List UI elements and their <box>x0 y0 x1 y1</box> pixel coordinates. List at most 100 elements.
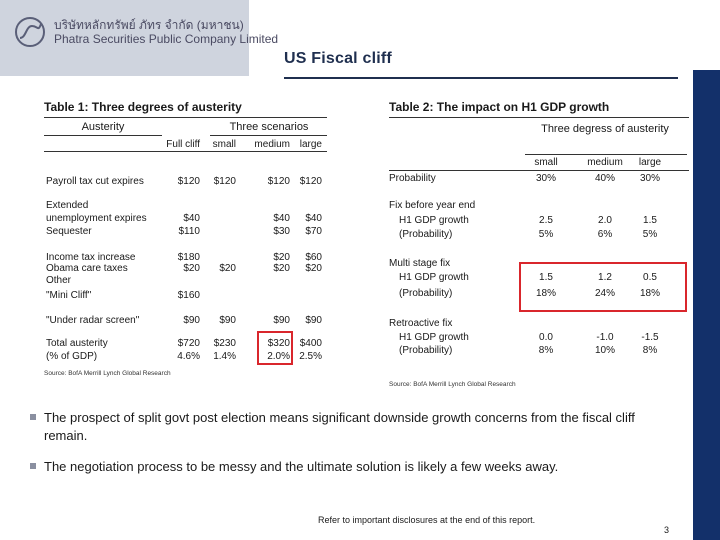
table2-group-rule <box>525 154 687 155</box>
table2-row-label: Fix before year end <box>389 200 476 211</box>
table2-column-header: small <box>534 157 558 168</box>
table1-cell: $20 <box>219 263 236 274</box>
table2-cell: 1.5 <box>643 215 657 226</box>
table1-row-label: Income tax increase <box>46 252 136 263</box>
table1-row-label: (% of GDP) <box>46 351 98 362</box>
medium-total-highlight-box <box>257 331 293 365</box>
table1-row-label: Total austerity <box>46 338 108 349</box>
table1-row-label: Sequester <box>46 226 92 237</box>
table1-group-rule-right <box>210 135 327 136</box>
table1-cell: $90 <box>219 315 236 326</box>
table1-row-label: Other <box>46 275 72 286</box>
table2-row-label: (Probability) <box>399 229 453 240</box>
table1-cell: $320 <box>267 338 290 349</box>
table1-cell: 2.0% <box>267 351 290 362</box>
company-logo-box: บริษัทหลักทรัพย์ ภัทร จำกัด (มหาชน) Phat… <box>0 0 278 76</box>
table1-cell: $20 <box>273 252 290 263</box>
table2-cell: 40% <box>594 173 615 184</box>
table2-cell: 2.0 <box>598 215 612 226</box>
table1-title: Table 1: Three degrees of austerity <box>44 100 242 114</box>
title-divider <box>284 77 678 79</box>
table1-column-header: medium <box>254 139 290 150</box>
table2-cell: -1.5 <box>641 332 659 343</box>
table1-group-rule-left <box>44 135 162 136</box>
table2-row-label: H1 GDP growth <box>399 215 469 226</box>
table1-column-header: small <box>212 139 236 150</box>
table2-row-label: Retroactive fix <box>389 318 453 329</box>
table1-cell: $180 <box>177 252 200 263</box>
table2-header-rule <box>389 170 689 171</box>
table1-cell: $120 <box>177 176 200 187</box>
table2-source: Source: BofA Merrill Lynch Global Resear… <box>389 381 516 388</box>
company-name-en: Phatra Securities Public Company Limited <box>54 32 279 46</box>
table1-group-austerity: Austerity <box>81 121 125 133</box>
table2-cell: 2.5 <box>539 215 553 226</box>
table2-cell: -1.0 <box>596 332 614 343</box>
table2-cell: 1.5 <box>539 272 553 283</box>
table2-cell: 18% <box>535 288 556 299</box>
table1-header-rule <box>44 151 327 152</box>
bullet-item: The prospect of split govt post election… <box>30 409 670 445</box>
table2-cell: 18% <box>639 288 660 299</box>
table1-row-label: Obama care taxes <box>46 263 128 274</box>
table1-cell: $60 <box>305 252 322 263</box>
decorative-side-bar <box>693 70 720 540</box>
table2-column-header: medium <box>587 157 623 168</box>
table2-cell: 30% <box>639 173 660 184</box>
table1-cell: $720 <box>177 338 200 349</box>
table2-cell: 24% <box>594 288 615 299</box>
table2-cell: 0.5 <box>643 272 657 283</box>
table1-cell: $40 <box>273 213 290 224</box>
table1-cell: $110 <box>178 226 200 237</box>
table1-cell: $40 <box>183 213 200 224</box>
table2-row-label: H1 GDP growth <box>399 332 469 343</box>
table2-cell: 8% <box>538 345 554 356</box>
table2-cell: 1.2 <box>598 272 612 283</box>
table1-row-label: "Under radar screen" <box>46 315 140 326</box>
table2-title: Table 2: The impact on H1 GDP growth <box>389 100 610 114</box>
table1-cell: $160 <box>177 290 200 301</box>
table1-cell: $70 <box>305 226 322 237</box>
table1-cell: $90 <box>305 315 322 326</box>
table2-row-label: (Probability) <box>399 345 453 356</box>
table2-row-label: Multi stage fix <box>389 258 451 269</box>
bullet-item: The negotiation process to be messy and … <box>30 458 670 476</box>
table2-top-rule <box>389 117 689 118</box>
table1-cell: $90 <box>273 315 290 326</box>
table2-cell: 0.0 <box>539 332 553 343</box>
page-number: 3 <box>664 525 670 535</box>
multi-stage-fix-highlight-box <box>519 262 687 312</box>
table1-row-label: Extended <box>46 200 89 211</box>
table2-row-label: Probability <box>389 173 436 184</box>
table2-cell: 5% <box>538 229 554 240</box>
table1-cell: $90 <box>183 315 200 326</box>
table1-cell: $120 <box>267 176 290 187</box>
table1-cell: $20 <box>305 263 322 274</box>
table1-column-header: large <box>299 139 322 150</box>
bullet-square-icon <box>30 414 36 420</box>
table2-cell: 10% <box>594 345 615 356</box>
table1-top-rule <box>44 117 327 118</box>
table2-column-header: large <box>638 157 662 168</box>
table2-cell: 6% <box>597 229 613 240</box>
table1-group-scenarios: Three scenarios <box>229 121 309 133</box>
table1-row-label: "Mini Cliff" <box>46 290 92 301</box>
bullet-square-icon <box>30 463 36 469</box>
table2-cell: 8% <box>642 345 658 356</box>
bullet-text: The prospect of split govt post election… <box>44 410 635 443</box>
table1-cell: $20 <box>183 263 200 274</box>
table2-cell: 5% <box>642 229 658 240</box>
page-title: US Fiscal cliff <box>284 50 392 67</box>
table1-cell: $120 <box>213 176 236 187</box>
table1-cell: $40 <box>305 213 322 224</box>
table1-cell: $20 <box>273 263 290 274</box>
table1-cell: $230 <box>213 338 236 349</box>
phatra-logo-icon <box>15 17 45 47</box>
table1-row-label: unemployment expires <box>46 213 147 224</box>
table1-column-header: Full cliff <box>166 139 200 150</box>
table2-cell: 30% <box>535 173 556 184</box>
table1-cell: 2.5% <box>299 351 322 362</box>
table2-row-label: H1 GDP growth <box>399 272 469 283</box>
table1-cell: $400 <box>299 338 322 349</box>
bullet-text: The negotiation process to be messy and … <box>44 459 559 474</box>
